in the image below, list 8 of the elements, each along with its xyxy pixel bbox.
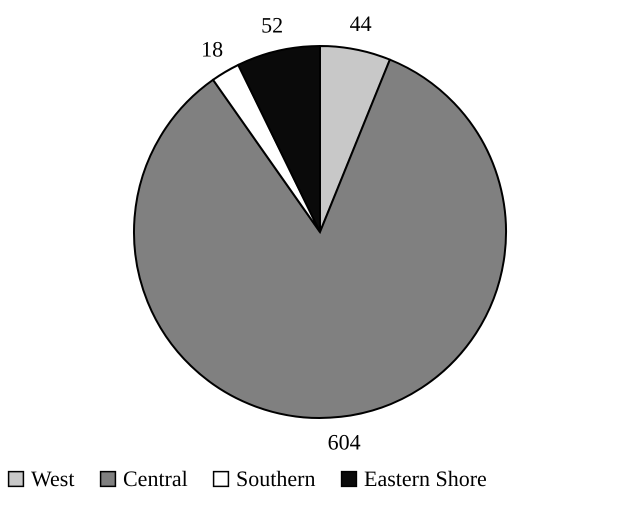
- legend-label: Southern: [236, 466, 316, 491]
- legend-label: Eastern Shore: [364, 466, 487, 491]
- data-label: 44: [350, 10, 372, 36]
- data-label: 604: [328, 430, 361, 455]
- data-label: 52: [261, 12, 284, 38]
- legend-label: Central: [123, 466, 188, 491]
- legend-label: West: [31, 466, 74, 491]
- data-label: 18: [201, 36, 224, 62]
